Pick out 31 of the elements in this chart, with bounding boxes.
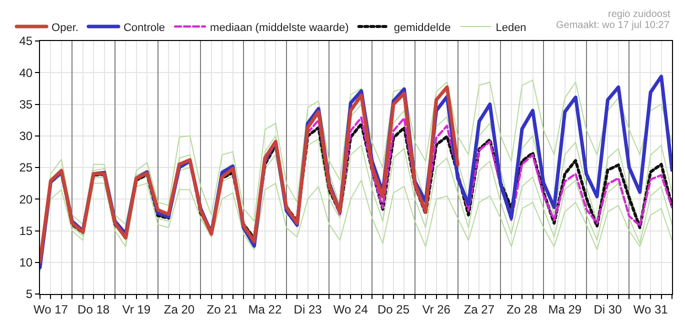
legend-label: Leden <box>496 22 526 34</box>
x-tick-label: Zo 21 <box>206 302 238 316</box>
y-tick-label: 20 <box>19 192 33 206</box>
x-tick-label: Zo 28 <box>506 302 538 316</box>
x-tick-label: Di 30 <box>594 302 622 316</box>
legend-label: gemiddelde <box>394 22 451 34</box>
text: Gemaakt: wo 17 jul 10:27 <box>556 20 670 31</box>
text: regio zuidoost <box>608 9 670 20</box>
x-tick-label: Ma 22 <box>248 302 282 316</box>
x-tick-label: Do 18 <box>78 302 110 316</box>
legend-label: Controle <box>123 22 166 34</box>
x-tick-label: Wo 17 <box>33 302 68 316</box>
x-tick-label: Ma 29 <box>548 302 582 316</box>
x-tick-label: Za 27 <box>464 302 495 316</box>
legend-label: mediaan (middelste waarde) <box>210 22 349 34</box>
x-tick-label: Vr 26 <box>422 302 451 316</box>
y-tick-label: 35 <box>19 97 33 112</box>
x-tick-label: Za 20 <box>164 302 195 316</box>
y-tick-label: 45 <box>19 34 33 48</box>
y-tick-label: 40 <box>19 66 33 80</box>
x-tick-label: Vr 19 <box>122 302 151 316</box>
x-tick-label: Wo 31 <box>633 302 668 316</box>
y-tick-label: 10 <box>19 256 33 270</box>
y-tick-label: 25 <box>19 160 33 175</box>
y-tick-label: 5 <box>26 287 33 302</box>
legend-label: Oper. <box>52 22 78 34</box>
x-tick-label: Di 23 <box>294 302 322 316</box>
y-tick-label: 30 <box>19 129 33 144</box>
y-tick-label: 15 <box>19 224 33 238</box>
x-tick-label: Do 25 <box>377 302 410 316</box>
x-tick-label: Wo 24 <box>333 302 368 316</box>
